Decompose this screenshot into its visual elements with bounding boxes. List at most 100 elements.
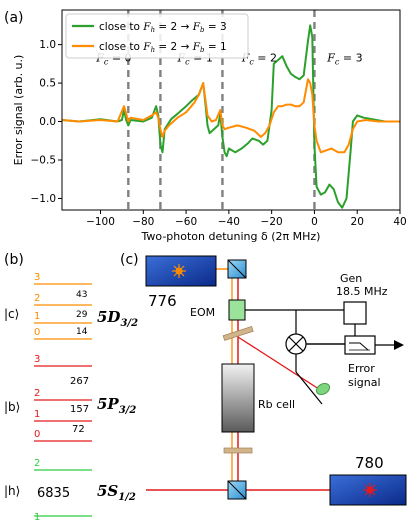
x-axis: −100 −80 −60 −40 −20 0 20 40 [86,210,407,228]
error-label-1: Error [348,362,375,375]
sublevel-label: 1 [34,311,40,322]
legend-1-sub-h: h [151,26,156,34]
region-label-sub: c [185,58,190,67]
sublevel-label: 1 [34,512,40,523]
x-tick-label: −80 [132,216,154,228]
mirror-bottom [223,447,253,454]
legend-2-end: = 1 [205,41,227,53]
series-line-1 [62,24,400,209]
laser-776-star-icon [172,264,186,278]
sublevel-label: 0 [34,327,40,338]
mirror-top [222,326,254,341]
beamsplitter-top-icon [227,259,247,279]
laser-780-star-icon [363,483,377,497]
term-sub: 3/2 [120,318,138,329]
panel-b-label: (b) [4,252,24,268]
generator-box [343,301,367,325]
panel-a-label: (a) [4,10,24,26]
term-5d32: 5D3/2 [97,308,138,329]
legend-2-sub-h: h [151,46,156,54]
y-tick-label: −1.0 [31,193,57,205]
rb-cell-label: Rb cell [258,398,295,411]
legend: close to Fh = 2 → Fb = 3 close to Fh = 2… [65,13,249,59]
term-5s12: 5S1/2 [97,482,136,503]
panel-b-level-diagram: (b) 3 2 1 0 43 29 14 |c⟩ 5D3/2 3 2 1 0 [4,252,138,523]
rb-cell [221,363,255,433]
legend-1-F2: F [192,21,201,33]
term-5p32: 5P3/2 [97,395,136,416]
legend-2-sub-b: b [200,46,205,54]
spacing-label: 72 [72,424,85,435]
x-tick-label: −40 [218,216,240,228]
legend-label-1: close to Fh = 2 → Fb = 3 [99,21,227,34]
sublevel-label: 3 [34,272,40,283]
level-5p32: 3 2 1 0 267 157 72 |b⟩ 5P3/2 [4,354,136,442]
legend-1-sub-b: b [200,26,205,34]
y-tick-label: −0.5 [31,155,57,167]
spacing-label: 14 [76,327,88,337]
legend-2-mid: = 2 → [155,41,193,53]
state-label-c: |c⟩ [4,307,19,321]
mixer-icon [285,333,307,355]
state-label-h: |h⟩ [4,484,20,498]
generator-label-1: Gen [340,272,362,285]
legend-1-F: F [142,21,151,33]
panel-a-chart: (a) −100 −80 −60 −40 −20 0 20 40 −1.0 −0.5 0.0 0.5… [4,9,407,243]
error-label-2: signal [348,376,381,389]
sublevel-label: 2 [34,388,40,399]
term-sub: 3/2 [119,405,137,416]
series-line-2 [62,78,400,154]
series-group [62,24,400,209]
level-5d32: 3 2 1 0 43 29 14 |c⟩ 5D3/2 [4,272,138,340]
legend-1-mid: = 2 → [155,21,193,33]
panel-c-label: (c) [120,252,139,268]
eom-label: EOM [190,306,215,319]
legend-2-prefix: close to [99,41,143,53]
y-tick-label: 0.5 [39,78,56,90]
sublevel-label: 3 [34,354,40,365]
y-tick-label: 1.0 [39,39,56,51]
legend-label-2: close to Fh = 2 → Fb = 1 [99,41,227,54]
spacing-label: 267 [70,376,89,387]
reflected-beam [237,336,323,392]
region-label-sub: c [104,58,109,67]
laser-776-label: 776 [148,292,177,310]
pd-wire [295,371,323,405]
photodiode-icon [315,382,331,396]
term-sub: 1/2 [118,492,136,503]
y-tick-label: 0.0 [39,116,56,128]
x-tick-label: 20 [351,216,364,228]
y-axis-label: Error signal (arb. u.) [12,55,25,166]
lowpass-filter-icon [344,335,376,355]
state-label-b: |b⟩ [4,400,20,414]
sublevel-label: 2 [34,293,40,304]
sublevel-label: 2 [34,458,40,469]
legend-box [65,13,249,59]
spacing-label: 157 [70,404,89,415]
x-tick-label: −20 [261,216,283,228]
region-label-F: F [326,52,335,65]
region-label-sub: c [335,58,340,67]
output-arrow-icon [394,340,404,350]
legend-1-end: = 3 [205,21,227,33]
region-label-value: = 2 [254,52,277,65]
eom-box [228,299,246,321]
x-tick-label: 40 [393,216,406,228]
term-main: 5P [97,395,119,413]
plot-frame [61,9,401,211]
legend-2-F2: F [192,41,201,53]
y-axis: −1.0 −0.5 0.0 0.5 1.0 [31,39,62,205]
region-label-sub: c [249,58,254,67]
term-main: 5S [97,482,118,500]
spacing-label: 29 [76,310,88,320]
spacing-label: 43 [76,290,87,300]
sublevel-label: 1 [34,409,40,420]
x-tick-label: −60 [175,216,197,228]
panel-c-setup: (c) 776 EOM Gen 18.5 MHz [120,252,407,506]
region-label: Fc = 3 [326,52,362,67]
term-main: 5D [97,308,120,326]
spacing-label: 6835 [37,486,70,501]
legend-1-prefix: close to [99,21,143,33]
x-axis-label: Two-photon detuning δ (2π MHz) [141,230,321,243]
